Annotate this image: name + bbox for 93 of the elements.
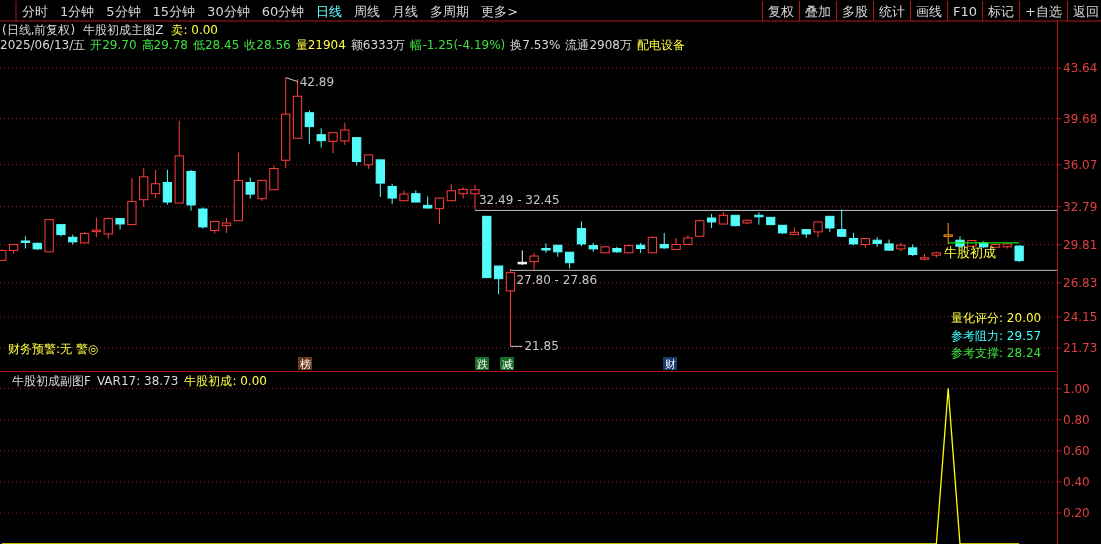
annotation: 开29.70 <box>90 38 137 52</box>
candlestick <box>375 159 385 198</box>
annotation: 幅-1.25(-4.19%) <box>410 38 506 52</box>
y-tick-label: 29.81 <box>1063 237 1098 252</box>
candlestick <box>470 184 480 211</box>
candlestick <box>340 122 350 146</box>
y-tick-label: 0.40 <box>1063 474 1090 489</box>
y-tick-label: 26.83 <box>1063 275 1098 290</box>
candlestick <box>754 211 764 226</box>
text: 1分钟 <box>60 3 95 19</box>
candlestick <box>269 164 279 191</box>
candlestick <box>257 179 267 202</box>
annotation: 量21904 <box>295 38 346 52</box>
annotation: 配电设备 <box>636 38 685 52</box>
text: 多周期 <box>430 3 470 19</box>
annotation: 流通2908万 <box>565 38 632 52</box>
candlestick <box>505 268 516 347</box>
text: 15分钟 <box>152 3 196 19</box>
text: 多股 <box>842 3 869 19</box>
candlestick <box>943 222 953 245</box>
candlestick <box>458 186 468 200</box>
text: 日线 <box>316 3 343 19</box>
candlestick <box>245 176 255 200</box>
annotation: 量化评分: 20.00 <box>951 311 1042 325</box>
y-tick-label: 21.73 <box>1063 340 1098 355</box>
annotation: 跌 <box>476 357 488 371</box>
y-tick-label: 32.79 <box>1063 199 1098 214</box>
annotation: 2025/06/13/五 <box>0 38 86 52</box>
y-tick-label: 0.80 <box>1063 412 1090 427</box>
candlestick <box>316 127 326 149</box>
candlestick <box>115 218 125 231</box>
candlestick <box>127 177 137 226</box>
text: 分时 <box>22 3 48 19</box>
y-tick-label: 36.07 <box>1063 157 1098 172</box>
candlestick <box>837 209 847 238</box>
text: 画线 <box>916 3 943 19</box>
ref-line-label: 27.80 - 27.86 <box>516 273 598 288</box>
candlestick <box>328 132 338 154</box>
annotation: 财务预警:无 警◎ <box>8 342 99 356</box>
y-tick-label: 24.15 <box>1063 309 1098 324</box>
annotation: 收28.56 <box>244 38 291 52</box>
candlestick <box>434 197 445 225</box>
candlestick <box>352 137 362 166</box>
candlestick <box>387 183 397 205</box>
candlestick <box>139 167 149 208</box>
text: +自选 <box>1025 3 1062 19</box>
y-tick-label: 43.64 <box>1063 61 1098 76</box>
text: 复权 <box>768 3 795 19</box>
annotation: 参考阻力: 29.57 <box>951 328 1042 343</box>
text: F10 <box>953 3 978 19</box>
annotation: 额6333万 <box>350 38 406 52</box>
annotation: 财 <box>664 357 676 371</box>
text: 30分钟 <box>207 3 250 19</box>
text: 统计 <box>879 3 906 19</box>
text: 标记 <box>987 3 1015 19</box>
candlestick <box>529 252 539 270</box>
annotation: 榜 <box>299 357 311 371</box>
candlestick <box>198 206 208 230</box>
annotation: 牛股初成副图F <box>12 374 91 388</box>
text: 月线 <box>392 3 419 19</box>
text: 周线 <box>354 3 381 19</box>
annotation: 21.85 <box>524 339 559 354</box>
candlestick <box>493 265 504 295</box>
annotation: 42.89 <box>299 74 335 89</box>
candlestick <box>91 216 102 238</box>
y-tick-label: 0.60 <box>1063 443 1090 458</box>
text: 60分钟 <box>261 3 305 19</box>
annotation: VAR17: 38.73 <box>96 374 179 388</box>
candlestick <box>304 109 314 145</box>
ref-line-label: 32.49 - 32.45 <box>478 193 560 208</box>
candlestick <box>150 169 161 199</box>
y-tick-label: 39.68 <box>1063 111 1098 126</box>
y-tick-label: 1.00 <box>1063 381 1090 396</box>
annotation: 牛股初成主图Z <box>83 23 164 37</box>
text: 5分钟 <box>106 3 141 19</box>
annotation: 参考支撑: 28.24 <box>951 346 1042 360</box>
candlestick <box>103 216 113 240</box>
candlestick <box>541 243 551 254</box>
annotation: 卖: 0.00 <box>171 23 218 37</box>
text: 叠加 <box>805 3 832 19</box>
candlestick <box>576 220 587 247</box>
text: 更多> <box>481 3 519 19</box>
annotation: 高29.78 <box>141 38 188 52</box>
y-tick-label: 0.20 <box>1063 505 1090 520</box>
text: 返回 <box>1073 3 1099 19</box>
annotation: 牛股初成: 0.00 <box>184 374 267 388</box>
annotation: (日线,前复权) <box>2 23 76 37</box>
candlestick <box>671 237 681 251</box>
annotation: 低28.45 <box>192 38 240 52</box>
annotation: 换7.53% <box>510 38 561 52</box>
candlestick <box>162 169 173 206</box>
annotation: 牛股初成 <box>944 244 996 260</box>
annotation: 减 <box>501 357 513 371</box>
